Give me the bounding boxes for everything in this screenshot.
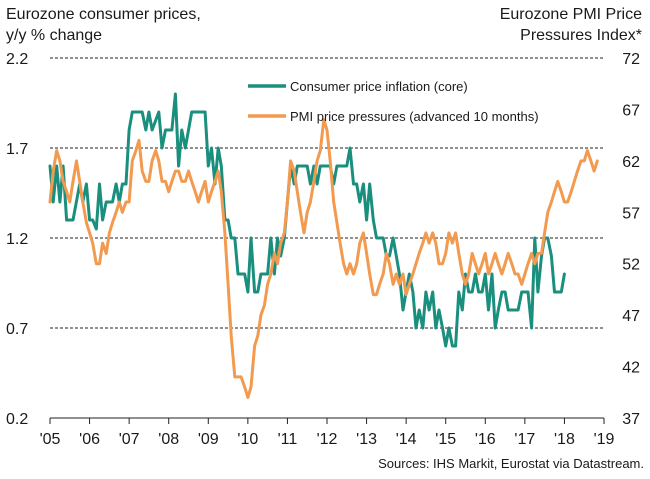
- right-tick-label: 57: [622, 205, 640, 222]
- left-tick-label: 0.7: [6, 321, 28, 338]
- x-tick-label: '19: [594, 431, 615, 448]
- x-tick-label: '16: [475, 431, 496, 448]
- right-tick-label: 42: [622, 360, 640, 377]
- right-axis-title-line-2: Pressures Index*: [520, 27, 642, 44]
- series-line-pmi-price-pressures: [48, 118, 599, 399]
- legend-label: Consumer price inflation (core): [290, 79, 468, 94]
- legend: Consumer price inflation (core) PMI price…: [248, 79, 539, 124]
- left-tick-label: 0.2: [6, 411, 28, 428]
- series-line-core-inflation: [48, 92, 566, 348]
- x-tick-label: '05: [40, 431, 61, 448]
- x-tick-label: '07: [119, 431, 140, 448]
- right-tick-label: 37: [622, 411, 640, 428]
- gridlines: [50, 57, 604, 329]
- right-tick-label: 47: [622, 308, 640, 325]
- x-tick-label: '10: [237, 431, 258, 448]
- x-tick-label: '17: [514, 431, 535, 448]
- left-tick-label: 1.2: [6, 231, 28, 248]
- x-tick-label: '12: [317, 431, 338, 448]
- right-tick-label: 62: [622, 154, 640, 171]
- left-axis-title-line-2: y/y % change: [6, 27, 103, 44]
- x-tick-label: '06: [79, 431, 100, 448]
- right-tick-label: 52: [622, 257, 640, 274]
- source-note: Sources: IHS Markit, Eurostat via Datast…: [378, 456, 644, 471]
- x-tick-label: '13: [356, 431, 377, 448]
- x-tick-label: '18: [554, 431, 575, 448]
- axes: 0.2 0.7 1.2 1.7 2.2 37 42 47 52 57 62 67 72 '05 '06 '07…: [6, 51, 640, 448]
- x-tick-label: '08: [158, 431, 179, 448]
- left-tick-label: 2.2: [6, 51, 28, 68]
- right-tick-label: 67: [622, 102, 640, 119]
- x-tick-label: '11: [278, 431, 298, 448]
- x-tick-label: '15: [435, 431, 456, 448]
- left-tick-label: 1.7: [6, 141, 28, 158]
- right-axis-title: Eurozone PMI Price Pressures Index*: [500, 4, 642, 46]
- x-tick-label: '14: [396, 431, 417, 448]
- left-axis-title-line-1: Eurozone consumer prices,: [6, 6, 201, 23]
- left-axis-title: Eurozone consumer prices, y/y % change: [6, 4, 201, 46]
- right-tick-label: 72: [622, 51, 640, 68]
- right-axis-title-line-1: Eurozone PMI Price: [499, 6, 642, 23]
- series-lines: [48, 92, 599, 399]
- x-tick-label: '09: [198, 431, 219, 448]
- legend-label: PMI price pressures (advanced 10 months): [290, 109, 539, 124]
